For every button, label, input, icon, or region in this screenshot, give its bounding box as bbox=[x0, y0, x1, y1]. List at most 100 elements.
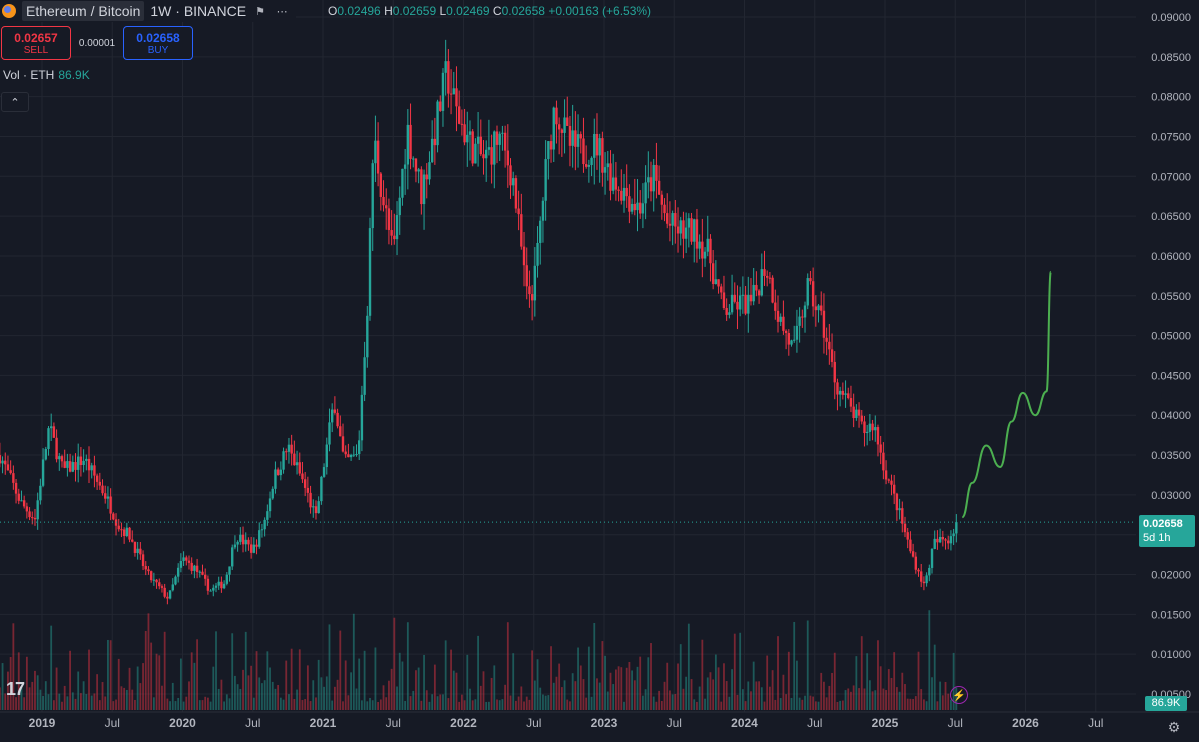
candle-body bbox=[160, 586, 164, 588]
symbol-box[interactable]: Ethereum / Bitcoin 1W · BINANCE ⚑ ⋯ bbox=[0, 0, 297, 22]
candle-body bbox=[555, 107, 558, 125]
flash-icon[interactable]: ⚡ bbox=[950, 686, 968, 704]
volume-bar bbox=[560, 687, 563, 710]
candle-body bbox=[363, 357, 366, 395]
y-tick-label: 0.07000 bbox=[1151, 171, 1191, 183]
candle-body bbox=[371, 163, 374, 229]
candle-body bbox=[452, 88, 455, 95]
candle-body bbox=[490, 147, 493, 165]
volume-bar bbox=[179, 658, 182, 710]
volume-bar bbox=[674, 693, 677, 710]
settings-icon[interactable]: ⚙ bbox=[1167, 718, 1181, 735]
candle-body bbox=[168, 590, 172, 599]
candle-body bbox=[952, 533, 955, 537]
volume-bar bbox=[933, 644, 936, 710]
volume-bar bbox=[471, 700, 474, 710]
candle-body bbox=[271, 488, 274, 499]
volume-bar bbox=[523, 701, 525, 710]
volume-bar bbox=[347, 695, 350, 710]
candle-body bbox=[263, 519, 266, 530]
candle-body bbox=[214, 585, 218, 588]
volume-bar bbox=[225, 694, 228, 710]
candle-body bbox=[679, 220, 682, 234]
volume-bar bbox=[525, 696, 528, 710]
volume-bar bbox=[309, 701, 312, 710]
flag-icon[interactable]: ⚑ bbox=[255, 5, 266, 18]
volume-bar bbox=[458, 701, 461, 710]
candle-body bbox=[104, 493, 107, 499]
candle-body bbox=[566, 117, 569, 126]
volume-bar bbox=[898, 691, 901, 710]
candle-body bbox=[674, 213, 677, 227]
volume-bar bbox=[555, 676, 558, 710]
candle-body bbox=[447, 61, 450, 94]
candle-body bbox=[112, 513, 115, 520]
volume-bar bbox=[342, 701, 344, 710]
volume-bar bbox=[12, 623, 15, 710]
volume-bar bbox=[531, 650, 534, 710]
volume-bar bbox=[444, 640, 447, 710]
x-tick-label: Jul bbox=[245, 716, 260, 730]
volume-bar bbox=[509, 695, 512, 710]
more-icon[interactable]: ⋯ bbox=[276, 5, 288, 18]
volume-bar bbox=[271, 681, 274, 710]
volume-bar bbox=[379, 699, 382, 710]
candle-body bbox=[757, 290, 761, 296]
buy-button[interactable]: 0.02658 BUY bbox=[123, 26, 193, 60]
volume-bar bbox=[269, 667, 271, 710]
volume-bar bbox=[447, 698, 450, 710]
volume-bar bbox=[569, 701, 571, 710]
candle-body bbox=[865, 431, 869, 434]
volume-bar bbox=[366, 701, 369, 710]
volume-bar bbox=[817, 701, 820, 710]
volume-bar bbox=[415, 670, 417, 710]
candle-body bbox=[25, 506, 29, 512]
volume-bar bbox=[893, 652, 896, 710]
candle-body bbox=[163, 587, 166, 597]
candle-body bbox=[433, 138, 437, 146]
x-tick-label: Jul bbox=[105, 716, 120, 730]
volume-bar bbox=[669, 690, 671, 710]
candle-body bbox=[406, 124, 410, 165]
tradingview-logo[interactable]: 17 bbox=[6, 679, 25, 699]
volume-bar bbox=[20, 687, 23, 710]
volume-bar bbox=[712, 679, 715, 710]
x-tick-label: 2021 bbox=[310, 716, 337, 730]
collapse-legend-button[interactable]: ⌃ bbox=[1, 92, 29, 112]
open-label: O bbox=[328, 4, 338, 18]
volume-bar bbox=[163, 631, 166, 710]
candle-body bbox=[666, 213, 669, 224]
volume-bar bbox=[98, 700, 101, 710]
volume-bar bbox=[339, 630, 342, 710]
candle-body bbox=[587, 165, 591, 167]
volume-bar bbox=[596, 678, 598, 710]
volume-bar bbox=[85, 694, 88, 710]
volume-bar bbox=[317, 659, 320, 710]
volume-bar bbox=[390, 668, 393, 710]
candle-body bbox=[403, 164, 407, 169]
candle-body bbox=[236, 541, 239, 545]
candle-body bbox=[117, 525, 120, 530]
candle-body bbox=[293, 453, 296, 466]
candle-body bbox=[749, 294, 753, 302]
volume-bar bbox=[855, 656, 858, 710]
candle-body bbox=[1, 460, 4, 464]
candle-body bbox=[620, 190, 623, 201]
volume-bar bbox=[393, 617, 396, 710]
candle-body bbox=[938, 536, 942, 543]
volume-bar bbox=[1, 663, 4, 710]
candle-body bbox=[106, 496, 110, 499]
symbol-name[interactable]: Ethereum / Bitcoin bbox=[22, 1, 145, 21]
candle-body bbox=[536, 242, 539, 266]
symbol-meta[interactable]: 1W · BINANCE bbox=[150, 3, 247, 19]
sell-button[interactable]: 0.02657 SELL bbox=[1, 26, 71, 60]
candle-body bbox=[533, 265, 537, 301]
candle-body bbox=[420, 169, 423, 205]
volume-bar bbox=[798, 697, 801, 710]
volume-bar bbox=[793, 621, 796, 710]
candle-body bbox=[860, 415, 863, 422]
volume-bar bbox=[660, 700, 663, 710]
y-tick-label: 0.06500 bbox=[1151, 211, 1191, 223]
eth-btc-icon bbox=[2, 4, 16, 18]
